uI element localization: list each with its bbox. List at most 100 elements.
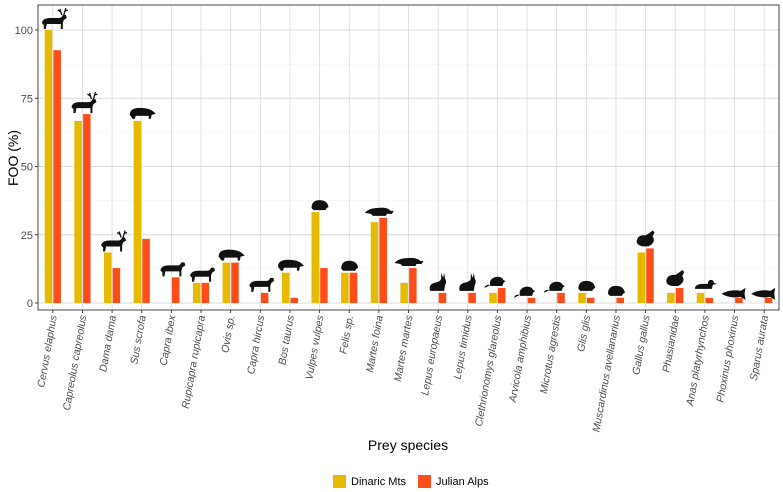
bar-julian	[616, 297, 625, 303]
bar-julian	[468, 292, 476, 303]
y-tick-label: 100	[15, 25, 33, 37]
x-tick-label: Vulpes vulpes	[303, 314, 326, 381]
roe-deer-icon	[71, 91, 98, 114]
bar-julian	[201, 282, 210, 303]
bar-julian	[290, 297, 299, 303]
bar-dinaric	[400, 282, 408, 303]
bar-julian	[557, 292, 565, 303]
bar-julian	[764, 297, 773, 303]
x-tick-label: Capreolus capreolus	[61, 314, 90, 412]
deer-icon	[41, 7, 69, 29]
bar-dinaric	[578, 292, 586, 303]
bar-julian	[349, 272, 358, 303]
animal-icons	[41, 7, 776, 300]
hare-icon	[429, 272, 447, 291]
bar-dinaric	[281, 272, 290, 303]
x-tick-label: Cervus elaphus	[35, 314, 60, 389]
bar-julian	[53, 50, 61, 304]
x-tick-label: Phoxinus phoxinus	[714, 314, 741, 404]
pheasant-icon	[666, 269, 685, 286]
fallow-deer-icon	[101, 230, 128, 252]
marten-icon	[364, 207, 394, 216]
bar-julian	[527, 297, 536, 303]
bar-dinaric	[696, 292, 705, 303]
pine-marten-icon	[394, 257, 424, 267]
x-tick-label: Felis sp.	[338, 314, 357, 355]
bar-dinaric	[74, 120, 82, 303]
bar-julian	[705, 297, 713, 303]
bar-julian	[438, 292, 447, 303]
grid-lines	[38, 5, 779, 310]
x-tick-label: Phasianidae	[660, 314, 682, 373]
x-axis-ticks: Cervus elaphus Capreolus capreolus Dama da…	[35, 310, 771, 433]
bar-julian	[112, 268, 121, 303]
mountain-hare-icon	[459, 272, 476, 291]
bar-julian	[142, 238, 150, 303]
y-tick-label: 75	[21, 93, 33, 105]
bar-dinaric	[637, 252, 646, 303]
y-axis-ticks: 0 25 50 75 100	[15, 25, 38, 310]
y-tick-label: 0	[27, 298, 33, 310]
bar-julian	[409, 268, 417, 303]
chamois-icon	[190, 267, 216, 282]
bar-julian	[260, 292, 269, 303]
dormouse-icon	[578, 280, 596, 291]
seabream-icon	[751, 287, 776, 300]
x-tick-label: Anas platyrhynchos	[684, 314, 712, 408]
x-tick-label: Clethrionomys glareolus	[473, 314, 505, 428]
x-axis-title: Prey species	[368, 437, 448, 453]
bar-julian	[646, 248, 654, 303]
bar-julian	[231, 262, 239, 303]
bar-dinaric	[104, 252, 112, 303]
duck-icon	[694, 279, 717, 289]
water-vole-icon	[514, 286, 536, 298]
y-tick-label: 25	[21, 230, 33, 242]
field-vole-icon	[543, 281, 565, 293]
bars	[44, 30, 773, 304]
x-tick-label: Muscardinus avellanarius	[591, 314, 624, 433]
x-tick-label: Dama dama	[97, 314, 119, 373]
bar-dinaric	[192, 282, 201, 303]
bar-dinaric	[133, 120, 142, 303]
x-tick-label: Sparus aurata	[748, 314, 771, 381]
x-tick-label: Arvicola amphibius	[507, 314, 534, 405]
legend: Dinaric Mts Julian Alps	[333, 475, 489, 488]
x-tick-label: Capra ibex	[158, 314, 179, 367]
legend-label-julian: Julian Alps	[436, 476, 489, 488]
bar-julian	[498, 287, 506, 303]
minnow-icon	[721, 287, 746, 300]
x-tick-label: Bos taurus	[276, 314, 297, 366]
bar-julian	[171, 277, 180, 303]
x-tick-label: Microtus agrestis	[538, 314, 564, 395]
bar-dinaric	[667, 292, 675, 303]
fox-icon	[311, 200, 329, 211]
y-axis-title: FOO (%)	[5, 130, 21, 186]
x-tick-label: Capra hircus	[245, 314, 267, 375]
x-tick-label: Rupicapra rupicapra	[180, 314, 208, 409]
x-tick-label: Glis glis	[575, 314, 593, 353]
x-tick-label: Martes martes	[392, 314, 416, 383]
bar-dinaric	[44, 30, 53, 303]
goat-icon	[249, 277, 275, 292]
cat-icon	[341, 260, 359, 271]
bar-julian	[379, 217, 387, 303]
chicken-icon	[636, 230, 655, 247]
bar-dinaric	[370, 222, 379, 303]
x-tick-label: Lepus timidus	[452, 314, 475, 381]
vole-icon	[484, 276, 506, 288]
bar-julian	[83, 114, 91, 303]
sheep-icon	[218, 249, 245, 261]
bar-dinaric	[311, 212, 319, 303]
bar-dinaric	[222, 262, 231, 303]
x-tick-label: Lepus europaeus	[419, 314, 445, 397]
bar-dinaric	[489, 292, 497, 303]
y-tick-label: 50	[21, 162, 33, 174]
ibex-icon	[160, 262, 186, 277]
bar-julian	[320, 268, 328, 303]
x-tick-label: Martes foina	[364, 314, 386, 373]
x-tick-label: Gallus gallus	[630, 314, 652, 376]
legend-swatch-dinaric	[333, 475, 346, 488]
cow-icon	[277, 259, 304, 271]
legend-label-dinaric: Dinaric Mts	[351, 476, 407, 488]
